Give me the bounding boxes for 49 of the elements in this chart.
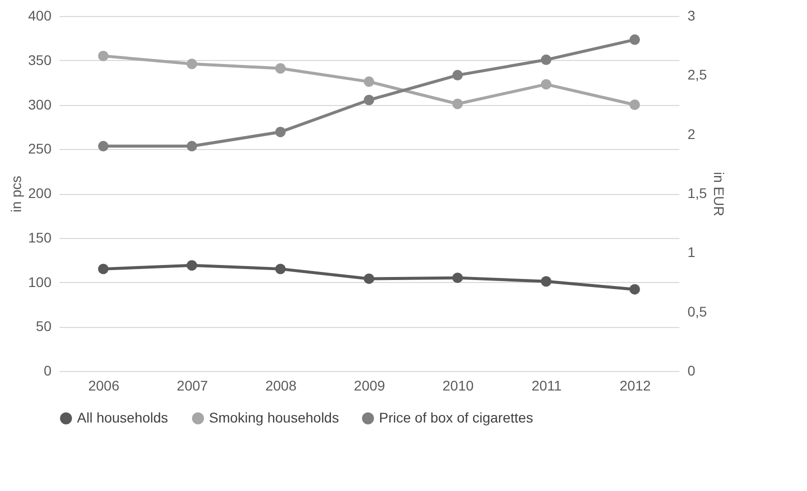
- x-tick-label: 2011: [532, 378, 562, 394]
- y2-tick-label: 0: [688, 362, 696, 378]
- point: [98, 264, 109, 274]
- x-tick-label: 2007: [176, 378, 208, 394]
- x-tick-label: 2012: [620, 378, 651, 394]
- y2-tick-label: 2,5: [688, 66, 708, 83]
- y2-tick-label: 3: [688, 8, 696, 24]
- point: [364, 94, 374, 106]
- point: [186, 140, 198, 152]
- y-tick-label: 400: [28, 8, 52, 24]
- y-tick-label: 100: [28, 274, 52, 290]
- y-tick-label: 0: [44, 362, 52, 378]
- point: [540, 54, 552, 66]
- y2-tick-label: 0,5: [688, 303, 708, 320]
- legend-label: Smoking households: [209, 409, 339, 426]
- point: [364, 76, 374, 87]
- y-tick-label: 200: [28, 185, 52, 201]
- y-tick-label: 250: [28, 140, 52, 157]
- y2-tick-label: 2: [688, 126, 696, 142]
- point: [452, 98, 463, 110]
- point: [540, 79, 552, 90]
- y-axis-title: in pcs: [8, 176, 24, 212]
- point: [629, 100, 640, 110]
- y2-axis-title: in EUR: [710, 172, 727, 216]
- legend-label: All households: [77, 409, 168, 426]
- point: [629, 284, 640, 295]
- point: [186, 58, 198, 70]
- point: [275, 63, 286, 74]
- point: [629, 34, 640, 45]
- y-tick-label: 50: [36, 318, 52, 334]
- point: [275, 264, 286, 274]
- x-tick-label: 2010: [442, 378, 474, 394]
- y-tick-label: 150: [28, 229, 52, 246]
- legend-label: Price of box of cigarettes: [379, 409, 534, 426]
- y-tick-label: 300: [28, 96, 52, 112]
- y2-tick-label: 1,5: [688, 185, 708, 201]
- y-tick-label: 350: [28, 52, 52, 68]
- point: [275, 126, 286, 138]
- x-tick-label: 2008: [265, 378, 297, 394]
- point: [98, 50, 109, 62]
- point: [452, 272, 463, 284]
- point: [98, 140, 109, 152]
- point: [452, 70, 463, 80]
- y2-tick-label: 1: [688, 244, 696, 260]
- point: [540, 276, 552, 287]
- x-tick-label: 2006: [88, 378, 120, 394]
- point: [186, 260, 198, 271]
- point: [364, 273, 374, 284]
- x-tick-label: 2009: [354, 378, 386, 394]
